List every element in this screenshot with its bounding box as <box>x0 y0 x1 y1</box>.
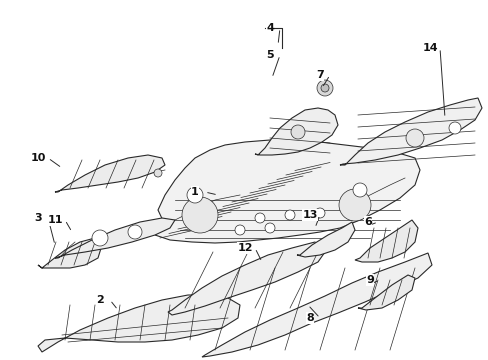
Circle shape <box>285 210 294 220</box>
Polygon shape <box>296 222 354 257</box>
Text: 10: 10 <box>30 153 45 163</box>
Text: 3: 3 <box>34 213 42 223</box>
Text: 5: 5 <box>265 50 273 60</box>
Polygon shape <box>202 253 431 357</box>
Polygon shape <box>357 275 414 310</box>
Circle shape <box>448 122 460 134</box>
Circle shape <box>316 80 332 96</box>
Text: 4: 4 <box>265 23 273 33</box>
Polygon shape <box>38 295 240 352</box>
Polygon shape <box>254 108 337 155</box>
Polygon shape <box>155 140 419 243</box>
Text: 11: 11 <box>47 215 62 225</box>
Circle shape <box>352 183 366 197</box>
Circle shape <box>264 223 274 233</box>
Polygon shape <box>55 218 175 258</box>
Circle shape <box>128 225 142 239</box>
Circle shape <box>254 213 264 223</box>
Polygon shape <box>38 238 102 268</box>
Text: 9: 9 <box>366 275 373 285</box>
Text: 13: 13 <box>302 210 317 220</box>
Circle shape <box>320 84 328 92</box>
Text: 2: 2 <box>96 295 103 305</box>
Polygon shape <box>354 220 417 262</box>
Text: 14: 14 <box>421 43 437 53</box>
Circle shape <box>154 169 162 177</box>
Circle shape <box>405 129 423 147</box>
Circle shape <box>314 208 325 218</box>
Circle shape <box>290 125 305 139</box>
Polygon shape <box>168 242 325 315</box>
Polygon shape <box>55 155 164 192</box>
Polygon shape <box>339 98 481 165</box>
Circle shape <box>182 197 218 233</box>
Text: 12: 12 <box>237 243 252 253</box>
Text: 1: 1 <box>191 187 199 197</box>
Circle shape <box>92 230 108 246</box>
Text: 8: 8 <box>305 313 313 323</box>
Text: 7: 7 <box>315 70 323 80</box>
Circle shape <box>186 187 203 203</box>
Circle shape <box>338 189 370 221</box>
Text: 6: 6 <box>364 217 371 227</box>
Circle shape <box>235 225 244 235</box>
